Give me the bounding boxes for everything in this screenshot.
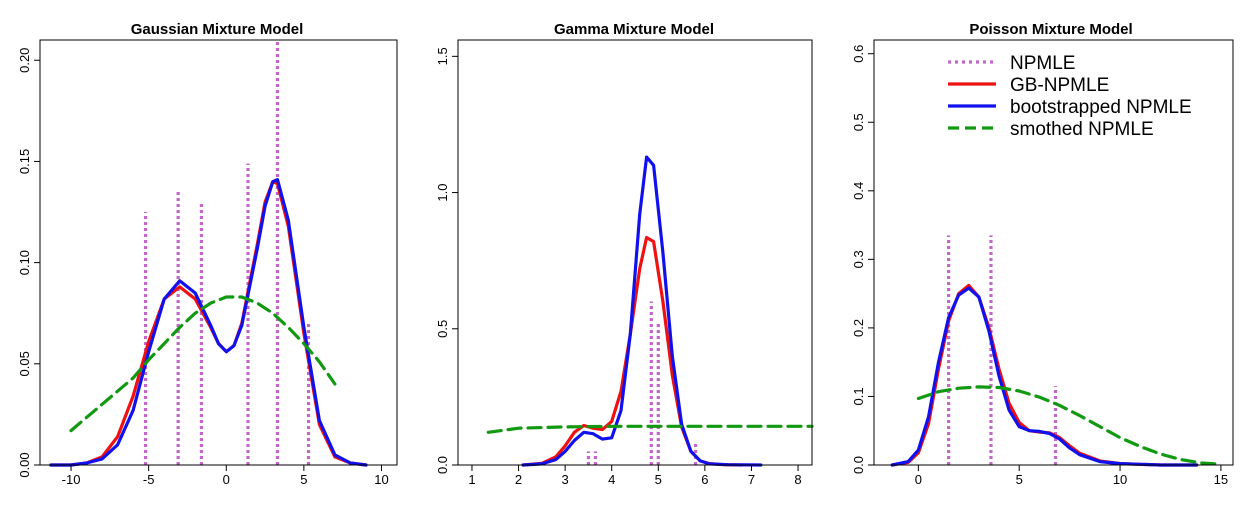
x-tick-label: 8 xyxy=(794,472,801,487)
x-tick-label: 5 xyxy=(655,472,662,487)
legend-label-npmle: NPMLE xyxy=(1010,53,1075,74)
y-tick-label: 1.5 xyxy=(435,47,450,65)
x-tick-label: 1 xyxy=(468,472,475,487)
y-tick-label: 0.1 xyxy=(851,387,866,405)
x-tick-label: 10 xyxy=(374,472,388,487)
y-tick-label: 0.4 xyxy=(851,182,866,200)
x-tick-label: 15 xyxy=(1214,472,1228,487)
plot-frame xyxy=(39,39,398,466)
panel-title-poisson: Poisson Mixture Model xyxy=(969,21,1132,38)
y-tick-label: 0.00 xyxy=(17,452,32,477)
y-tick-label: 0.20 xyxy=(17,48,32,73)
x-tick-label: 3 xyxy=(562,472,569,487)
y-tick-label: 0.0 xyxy=(435,456,450,474)
y-tick-label: 0.6 xyxy=(851,45,866,63)
legend-label-bootstrapped-npmle: bootstrapped NPMLE xyxy=(1010,97,1192,118)
chart-legend: NPMLE GB-NPMLE bootstrapped NPMLE smothe… xyxy=(948,53,1192,140)
panel-gaussian-mixture: Gaussian Mixture Model -10 -5 0 5 10 0.00 0.05… xyxy=(17,21,398,487)
panel-poisson-mixture: Poisson Mixture Model 0 5 10 15 0.0 0.1 0.2 0.3… xyxy=(851,21,1234,487)
x-tick-label: 10 xyxy=(1113,472,1127,487)
y-tick-label: 0.2 xyxy=(851,319,866,337)
y-tick-label: 0.5 xyxy=(435,320,450,338)
plot-frame xyxy=(873,39,1234,466)
x-tick-label: 2 xyxy=(515,472,522,487)
series-line-smoothed-npmle xyxy=(69,295,337,433)
x-tick-label: 0 xyxy=(915,472,922,487)
x-tick-label: 7 xyxy=(748,472,755,487)
series-line-bootstrapped-npmle xyxy=(890,286,1199,467)
panel-gamma-mixture: Gamma Mixture Model 1 2 3 4 5 6 7 8 0.0 0.5 1.0 1.5 xyxy=(435,21,814,487)
series-line-smoothed-npmle xyxy=(486,424,814,434)
legend-label-smoothed-npmle: smothed NPMLE xyxy=(1010,119,1154,140)
panel-title-gaussian: Gaussian Mixture Model xyxy=(131,21,304,38)
y-tick-label: 0.10 xyxy=(17,250,32,275)
y-tick-label: 1.0 xyxy=(435,184,450,202)
y-tick-label: 0.05 xyxy=(17,351,32,376)
plot-frame xyxy=(457,39,813,466)
y-tick-label: 0.3 xyxy=(851,250,866,268)
series-line-gb-npmle xyxy=(521,235,744,467)
series-line-gb-npmle xyxy=(890,283,1199,467)
x-tick-label: 5 xyxy=(1016,472,1023,487)
x-tick-label: 4 xyxy=(608,472,615,487)
y-tick-label: 0.15 xyxy=(17,149,32,174)
y-tick-label: 0.0 xyxy=(851,456,866,474)
x-tick-label: -10 xyxy=(62,472,81,487)
series-line-bootstrapped-npmle xyxy=(49,178,368,467)
x-tick-label: 5 xyxy=(300,472,307,487)
x-tick-label: 6 xyxy=(701,472,708,487)
series-line-smoothed-npmle xyxy=(916,385,1223,466)
panel-title-gamma: Gamma Mixture Model xyxy=(554,21,714,38)
x-tick-label: 0 xyxy=(223,472,230,487)
y-tick-label: 0.5 xyxy=(851,113,866,131)
legend-label-gb-npmle: GB-NPMLE xyxy=(1010,75,1109,96)
x-tick-label: -5 xyxy=(143,472,155,487)
series-line-bootstrapped-npmle xyxy=(521,155,763,467)
